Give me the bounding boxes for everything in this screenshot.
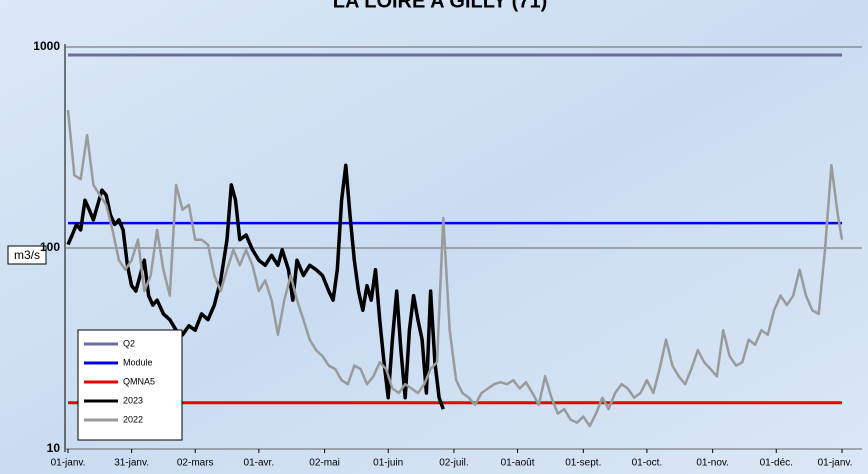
legend-label: QMNA5 (123, 376, 155, 386)
x-tick-label: 02-juil. (439, 458, 468, 469)
series-line (66, 109, 844, 428)
legend-box (77, 329, 183, 441)
series-line (66, 163, 445, 410)
y-tick-label: 1000 (33, 39, 60, 53)
y-tick-label: 10 (47, 441, 61, 455)
x-tick-label: 01-janv. (818, 458, 853, 469)
x-tick-label: 01-août (501, 458, 535, 469)
legend-label: 2022 (123, 414, 143, 424)
legend: Q2 Module QMNA5 2023 2022 (77, 329, 183, 441)
x-tick-label: 02-mai (309, 458, 340, 469)
y-axis-label: m3/s (14, 248, 40, 262)
x-tick-label: 01-oct. (632, 458, 663, 469)
x-tick-label: 01-juin (373, 458, 403, 469)
legend-label: Module (123, 357, 153, 367)
x-tick-label: 02-mars (177, 458, 214, 469)
legend-label: 2023 (123, 395, 143, 405)
x-tick-label: 01-janv. (51, 458, 86, 469)
x-tick-label: 31-janv. (114, 458, 149, 469)
x-tick-label: 01-avr. (244, 458, 275, 469)
chart-title: LA LOIRE A GILLY (71) (333, 0, 547, 12)
legend-label: Q2 (123, 338, 135, 348)
y-label-box (7, 245, 47, 265)
x-tick-label: 01-sept. (565, 458, 601, 469)
plot-area (65, 46, 862, 450)
x-tick-label: 01-nov. (696, 458, 729, 469)
x-tick-label: 01-déc. (760, 458, 793, 469)
y-tick-label: 100 (40, 240, 60, 254)
